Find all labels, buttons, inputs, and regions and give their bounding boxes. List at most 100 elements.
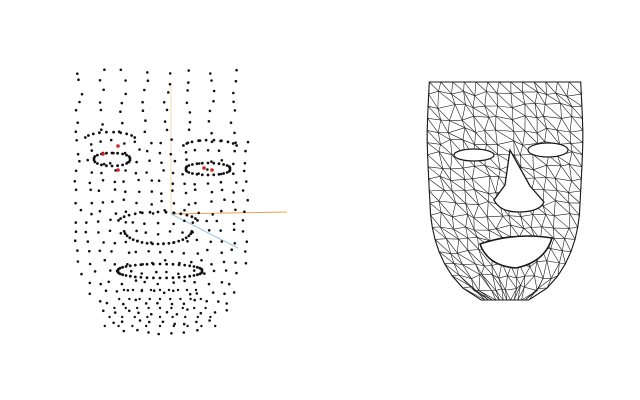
landmark-point: [128, 309, 131, 313]
mesh-edge: [463, 81, 465, 92]
mesh-edge: [487, 215, 503, 218]
mouth-point: [171, 262, 175, 266]
landmark-point: [100, 171, 103, 175]
landmark-point: [123, 151, 127, 155]
mesh-edge: [566, 96, 573, 107]
left-eye-point: [128, 156, 132, 160]
chin-point: [146, 315, 149, 319]
landmark-point: [205, 219, 208, 223]
mesh-edge: [553, 238, 563, 251]
landmark-point: [109, 138, 113, 142]
mesh-edge: [467, 250, 476, 265]
chin-point: [138, 297, 141, 301]
eyebrow-point: [98, 131, 101, 135]
chin-point: [204, 306, 207, 310]
landmark-point: [234, 261, 237, 264]
mouth-point: [121, 273, 124, 277]
landmark-point: [113, 188, 117, 191]
mesh-edge: [555, 92, 567, 97]
landmark-point: [220, 188, 224, 192]
mesh-edge: [560, 165, 572, 182]
nose-point: [164, 210, 168, 214]
landmark-point: [75, 139, 78, 142]
mesh-edge: [450, 253, 463, 265]
eyebrow-point: [204, 138, 208, 142]
landmark-point: [122, 329, 126, 333]
highlighted-landmark: [116, 168, 120, 172]
chin-point: [186, 324, 189, 328]
left-eye-point: [121, 163, 124, 167]
chin-point: [136, 306, 139, 310]
nose-point: [140, 211, 144, 215]
mesh-edge: [481, 273, 497, 291]
mesh-edge: [440, 119, 450, 121]
landmark-point: [163, 120, 167, 123]
eyebrow-point: [105, 130, 108, 134]
landmark-point: [170, 250, 174, 253]
mesh-edge: [512, 103, 525, 108]
landmark-point: [98, 79, 102, 82]
mesh-edge: [450, 253, 455, 264]
mesh-edge: [511, 119, 515, 132]
mesh-edge: [471, 166, 475, 179]
eyebrow-point: [185, 142, 189, 145]
mesh-edge: [514, 154, 522, 168]
mouth-point: [133, 275, 137, 279]
landmark-point: [115, 290, 119, 293]
landmark-point: [74, 169, 78, 173]
mesh-edge: [533, 164, 547, 170]
landmark-point: [188, 292, 192, 296]
landmark-point: [126, 289, 130, 292]
mesh-edge: [554, 178, 558, 191]
mesh-edge: [520, 166, 534, 170]
mesh-edge: [534, 103, 546, 105]
mesh-edge: [438, 81, 442, 92]
mesh-edge: [484, 129, 496, 131]
landmark-point: [160, 161, 163, 164]
landmark-point: [246, 198, 249, 202]
mesh-edge: [520, 154, 522, 168]
mesh-edge: [546, 260, 560, 264]
mesh-edge: [489, 176, 496, 193]
mesh-edge: [467, 214, 475, 219]
mesh-edge: [524, 286, 538, 291]
mesh-edge: [524, 276, 526, 288]
mesh-edge: [497, 140, 514, 145]
mesh-edge: [477, 237, 491, 242]
nose-point: [148, 210, 152, 214]
nose-point: [128, 236, 132, 240]
landmark-point: [244, 149, 247, 153]
landmark-point: [225, 302, 228, 305]
landmark-point: [98, 249, 102, 253]
right-eye-point: [187, 164, 191, 167]
left-eye-point: [96, 162, 99, 165]
mesh-edge: [505, 290, 508, 301]
mesh-edge: [545, 81, 547, 95]
landmark-point: [171, 171, 175, 175]
mesh-edge: [474, 189, 479, 205]
nose-point: [172, 241, 176, 244]
landmark-point: [137, 178, 140, 182]
mesh-edge: [520, 216, 525, 229]
landmark-point: [168, 230, 172, 233]
landmark-point: [74, 130, 78, 133]
right-eye-point: [184, 168, 188, 172]
chin-point: [145, 324, 148, 328]
landmark-point: [206, 168, 209, 171]
landmark-point: [232, 222, 236, 226]
mesh-edge: [427, 154, 444, 169]
mesh-edge: [536, 117, 547, 129]
mesh-edge: [507, 275, 517, 279]
landmark-point: [119, 110, 122, 113]
landmark-point: [122, 180, 125, 183]
chin-point: [158, 324, 162, 328]
nose-point: [177, 239, 181, 243]
landmark-point: [220, 251, 223, 254]
nose-point: [187, 234, 191, 238]
mesh-edge: [542, 200, 556, 207]
landmark-point: [156, 282, 159, 286]
mesh-edge: [545, 214, 555, 216]
mesh-edge: [505, 288, 517, 291]
chin-point: [158, 288, 162, 292]
mesh-edge: [568, 190, 581, 193]
